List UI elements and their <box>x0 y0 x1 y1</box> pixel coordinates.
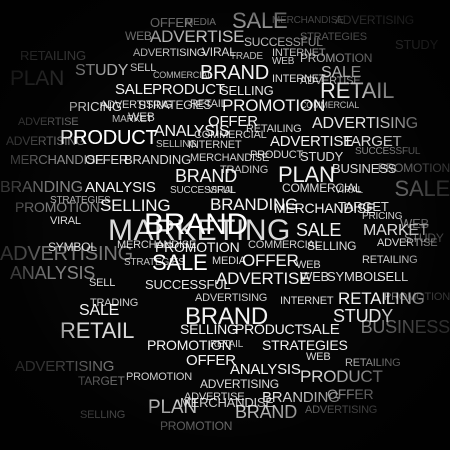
word-analysis: ANALYSIS <box>10 263 96 283</box>
word-advertising: ADVERTISING <box>6 134 85 148</box>
word-product: PRODUCT <box>235 321 303 337</box>
word-web: WEB <box>125 29 152 43</box>
word-successful: SUCCESSFUL <box>145 277 231 292</box>
word-trading: TRADING <box>220 164 269 176</box>
word-sale: SALE <box>115 81 153 98</box>
word-offer: OFFER <box>85 152 129 167</box>
word-selling: SELLING <box>180 321 238 337</box>
word-promotion: PROMOTION <box>383 291 450 303</box>
word-branding: BRANDING <box>0 179 83 196</box>
word-advertising: ADVERTISING <box>305 404 378 416</box>
word-pricing: PRICING <box>69 99 122 114</box>
word-product: PRODUCT <box>250 149 303 161</box>
word-web: WEB <box>272 56 295 67</box>
word-analysis: ANALYSIS <box>85 179 156 196</box>
word-promotion: PROMOTION <box>377 161 450 175</box>
word-sale: SALE <box>296 220 342 240</box>
word-successful: SUCCESSFUL <box>355 146 421 157</box>
word-selling: SELLING <box>80 409 126 421</box>
word-business: BUSINESS <box>360 317 450 337</box>
word-commercial: COMMERCIAL <box>300 100 360 110</box>
word-target: TARGET <box>78 374 125 388</box>
word-advertising: ADVERTISING <box>15 358 115 375</box>
word-media: MEDIA <box>212 255 246 267</box>
word-advertising: ADVERTISING <box>133 47 206 59</box>
word-study: STUDY <box>404 231 444 245</box>
word-retail: RETAIL <box>60 318 135 343</box>
word-promotion: PROMOTION <box>15 199 100 215</box>
word-offer: OFFER <box>327 386 374 402</box>
word-brand: BRAND <box>235 402 298 422</box>
word-sale: SALE <box>394 176 450 201</box>
word-product: PRODUCT <box>152 81 225 98</box>
word-pricing: PRICING <box>362 211 403 222</box>
word-viral: VIRAL <box>50 215 81 227</box>
word-offer: OFFER <box>186 352 236 369</box>
word-sale: SALE <box>79 302 120 319</box>
word-advertising: ADVERTISING <box>312 115 418 132</box>
word-offer: OFFER <box>242 251 299 270</box>
word-web: WEB <box>306 351 331 363</box>
word-promotion: PROMOTION <box>126 371 193 383</box>
word-strategies: STRATEGIES <box>262 337 348 353</box>
word-advertise: ADVERTISE <box>270 133 353 150</box>
word-study: STUDY <box>395 37 439 52</box>
word-web: WEB <box>400 216 430 231</box>
word-symbol: SYMBOL <box>48 240 97 254</box>
word-retailing: RETAILING <box>20 48 86 63</box>
word-merchandise: MERCHANDISE <box>272 15 344 26</box>
word-sell: SELL <box>89 277 116 289</box>
word-web: WEB <box>128 110 155 124</box>
word-advertising: ADVERTISING <box>335 13 414 27</box>
word-plan: PLAN <box>10 67 65 90</box>
word-product: PRODUCT <box>300 367 383 386</box>
word-branding: BRANDING <box>124 152 192 167</box>
word-promotion: PROMOTION <box>300 51 373 65</box>
word-strategies: STRATEGIES <box>300 31 367 43</box>
word-analysis: ANALYSIS <box>230 361 301 378</box>
word-brand: BRAND <box>144 208 249 241</box>
word-advertise: ADVERTISE <box>150 27 245 46</box>
word-sell: SELL <box>377 269 409 284</box>
word-promotion: PROMOTION <box>160 419 233 433</box>
word-selling: SELLING <box>307 239 357 253</box>
word-internet: INTERNET <box>280 295 334 307</box>
word-retail: RETAIL <box>320 78 395 103</box>
word-brand: BRAND <box>200 62 270 84</box>
word-retailing: RETAILING <box>362 254 418 266</box>
word-internet: INTERNET <box>188 139 242 151</box>
word-retail: RETAIL <box>210 339 244 350</box>
word-viral: VIRAL <box>202 45 236 59</box>
word-strategies: STRATEGIES <box>124 257 185 268</box>
word-viral: VIRAL <box>335 185 363 196</box>
word-web: WEB <box>300 269 330 284</box>
word-symbol: SYMBOL <box>327 269 380 284</box>
word-study: STUDY <box>75 62 129 79</box>
word-sale: SALE <box>302 321 340 338</box>
